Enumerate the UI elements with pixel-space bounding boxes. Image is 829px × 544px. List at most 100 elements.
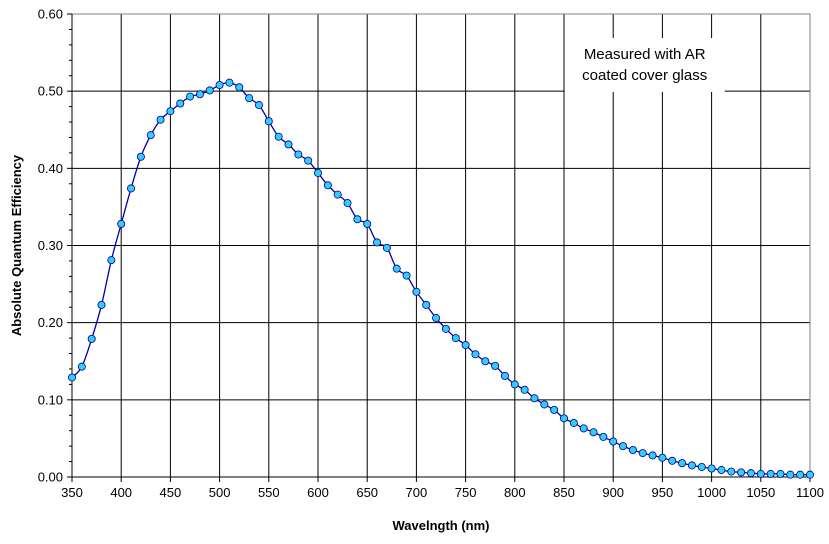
data-point xyxy=(146,131,155,140)
y-tick-label: 0.10 xyxy=(38,392,63,407)
data-point xyxy=(117,219,126,228)
data-point xyxy=(432,314,441,323)
data-point xyxy=(87,334,96,343)
data-point xyxy=(294,150,303,159)
x-tick-label: 1100 xyxy=(796,485,824,500)
data-point xyxy=(422,300,431,309)
data-point xyxy=(727,467,736,476)
x-tick-label: 450 xyxy=(160,485,182,500)
data-point xyxy=(658,453,667,462)
data-point xyxy=(127,184,136,193)
data-point xyxy=(392,264,401,273)
data-point xyxy=(77,362,86,371)
x-tick-label: 900 xyxy=(602,485,624,500)
y-tick-label: 0.40 xyxy=(38,161,63,176)
series-line xyxy=(71,81,810,476)
data-point xyxy=(796,470,805,479)
data-point xyxy=(609,437,618,446)
data-point xyxy=(550,405,559,414)
x-tick-label: 1050 xyxy=(746,485,775,500)
data-point xyxy=(136,152,145,161)
annotation: Measured with AR coated cover glass xyxy=(564,38,725,92)
series-layer xyxy=(68,78,815,479)
data-point xyxy=(333,190,342,199)
x-tick-label: 1000 xyxy=(697,485,726,500)
data-point xyxy=(97,300,106,309)
data-point xyxy=(786,470,795,479)
annotation-line-2: coated cover glass xyxy=(582,67,707,84)
data-point xyxy=(461,341,470,350)
data-point xyxy=(806,470,815,479)
x-tick-label: 550 xyxy=(258,485,280,500)
data-point xyxy=(245,94,254,103)
data-point xyxy=(215,80,224,89)
data-point xyxy=(678,459,687,468)
data-point xyxy=(687,461,696,470)
data-point xyxy=(205,86,214,95)
data-point xyxy=(697,462,706,471)
data-point xyxy=(254,101,263,110)
x-tick-label: 350 xyxy=(61,485,83,500)
annotation-line-1: Measured with AR xyxy=(584,46,706,63)
data-point xyxy=(579,424,588,433)
x-tick-label: 750 xyxy=(455,485,477,500)
x-tick-label: 800 xyxy=(504,485,526,500)
data-point xyxy=(284,140,293,149)
data-point xyxy=(186,92,195,101)
data-point xyxy=(569,418,578,427)
x-tick-label: 650 xyxy=(356,485,378,500)
data-point xyxy=(323,181,332,190)
data-point xyxy=(707,464,716,473)
data-point xyxy=(363,219,372,228)
data-point xyxy=(451,334,460,343)
data-point xyxy=(776,469,785,478)
data-point xyxy=(481,357,490,366)
data-point xyxy=(668,456,677,465)
data-point xyxy=(746,469,755,478)
data-point xyxy=(737,468,746,477)
data-point xyxy=(619,442,628,451)
data-point xyxy=(491,361,500,370)
y-tick-label: 0.50 xyxy=(38,84,63,99)
x-tick-labels: 350 400 450 500 550 600 650 700 750 800 850 900 950 1… xyxy=(61,485,824,500)
data-point xyxy=(530,394,539,403)
data-point xyxy=(176,99,185,108)
data-point xyxy=(717,466,726,475)
tick-marks xyxy=(67,13,811,482)
data-point xyxy=(166,107,175,116)
data-point xyxy=(313,168,322,177)
data-point xyxy=(353,215,362,224)
data-point xyxy=(382,243,391,252)
data-point xyxy=(599,432,608,441)
y-tick-label: 0.60 xyxy=(38,7,63,22)
data-point xyxy=(520,385,529,394)
data-point xyxy=(107,256,116,265)
data-point xyxy=(225,78,234,87)
data-point xyxy=(264,117,273,126)
data-point xyxy=(156,115,165,124)
x-tick-label: 600 xyxy=(307,485,329,500)
y-tick-labels: 0.00 0.10 0.20 0.30 0.40 0.50 0.60 xyxy=(38,7,63,485)
data-point xyxy=(68,373,77,382)
data-point xyxy=(766,469,775,478)
data-point xyxy=(304,156,313,165)
data-point xyxy=(441,324,450,333)
data-point xyxy=(756,469,765,478)
x-axis-title: Wavelngth (nm) xyxy=(392,518,489,533)
data-point xyxy=(500,371,509,380)
data-point xyxy=(373,238,382,247)
x-tick-label: 500 xyxy=(209,485,231,500)
data-point xyxy=(638,449,647,458)
data-point xyxy=(628,445,637,454)
x-tick-label: 950 xyxy=(652,485,674,500)
data-point xyxy=(235,83,244,92)
data-point xyxy=(402,271,411,280)
data-point xyxy=(510,380,519,389)
data-point xyxy=(560,414,569,423)
data-point xyxy=(540,400,549,409)
data-point xyxy=(471,350,480,359)
y-axis-title: Absolute Quantum Efficiency xyxy=(9,154,24,336)
y-tick-label: 0.20 xyxy=(38,315,63,330)
